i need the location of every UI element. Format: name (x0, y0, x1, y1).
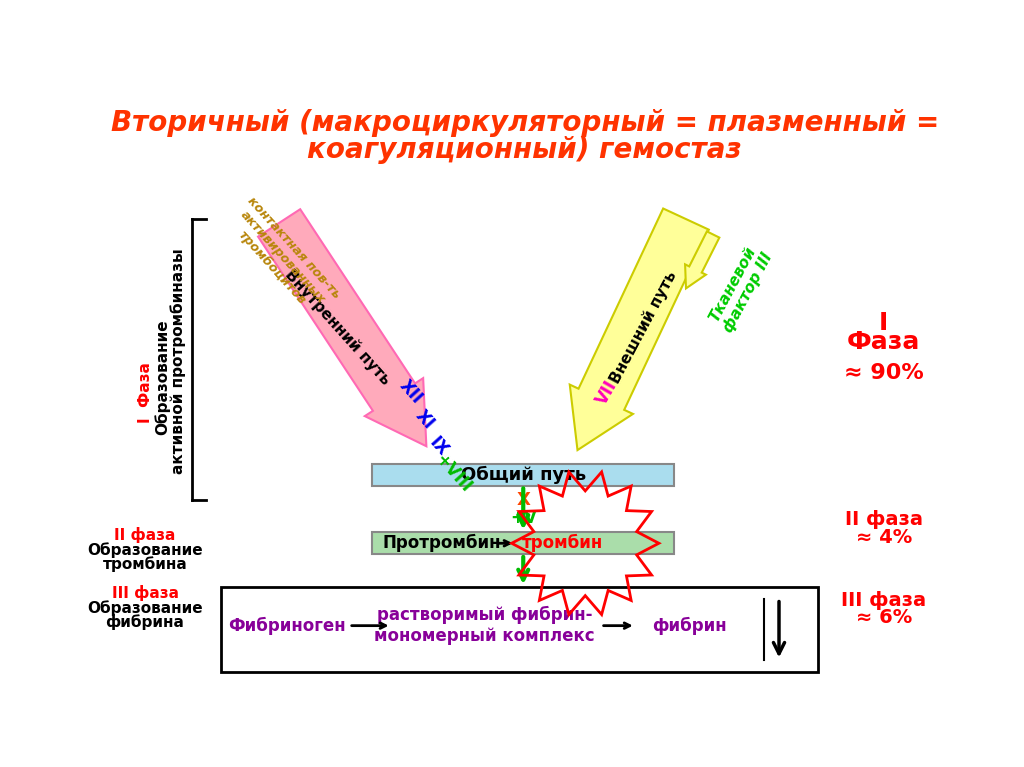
Text: Образование: Образование (155, 319, 171, 435)
Text: VII: VII (593, 377, 621, 408)
Text: коагуляционный) гемостаз: коагуляционный) гемостаз (307, 136, 742, 164)
Text: III фаза: III фаза (841, 591, 926, 610)
Text: Фаза: Фаза (847, 331, 921, 354)
Text: Внутренний путь: Внутренний путь (282, 266, 393, 387)
Text: II фаза: II фаза (115, 527, 176, 543)
Text: активной протромбиназы: активной протромбиназы (171, 249, 186, 475)
Text: фибрина: фибрина (105, 614, 184, 630)
Text: ≈ 90%: ≈ 90% (844, 363, 924, 383)
Text: IX: IX (426, 433, 452, 459)
Text: растворимый фибрин-
мономерный комплекс: растворимый фибрин- мономерный комплекс (374, 606, 595, 645)
Text: III фаза: III фаза (112, 584, 178, 601)
Text: ≈ 6%: ≈ 6% (855, 607, 911, 627)
Text: Протромбин: Протромбин (383, 534, 501, 552)
Text: фибрин: фибрин (652, 617, 727, 635)
Text: II фаза: II фаза (845, 510, 923, 529)
Text: Образование: Образование (87, 600, 203, 616)
Text: Внешний путь: Внешний путь (607, 268, 680, 386)
Text: +VIII: +VIII (431, 450, 474, 496)
Polygon shape (569, 209, 709, 450)
Text: Фибриноген: Фибриноген (228, 617, 346, 635)
Text: Тканевой
фактор III: Тканевой фактор III (705, 242, 775, 335)
Text: Образование: Образование (87, 542, 203, 558)
Text: Общий путь: Общий путь (461, 466, 586, 484)
Bar (372, 532, 675, 554)
Text: I  Фаза: I Фаза (137, 362, 153, 423)
Text: +V: +V (510, 509, 537, 527)
Text: I: I (879, 311, 888, 335)
Text: Вторичный (макроциркуляторный = плазменный =: Вторичный (макроциркуляторный = плазменн… (111, 109, 939, 137)
Text: тромбина: тромбина (102, 556, 187, 572)
Bar (372, 464, 675, 486)
Text: ≈ 4%: ≈ 4% (855, 528, 911, 547)
Text: контактная пов-ть
активированных
тромбоцитов: контактная пов-ть активированных тромбоц… (223, 194, 343, 321)
Text: тромбин: тромбин (521, 534, 603, 552)
Text: XI: XI (412, 407, 438, 433)
Polygon shape (258, 209, 426, 446)
Text: X: X (516, 491, 530, 509)
Polygon shape (685, 232, 720, 288)
Text: XII: XII (396, 377, 426, 408)
Bar (221, 588, 818, 672)
